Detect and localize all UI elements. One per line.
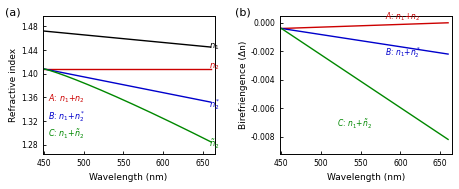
Text: $\tilde{n}_2$: $\tilde{n}_2$ bbox=[209, 138, 220, 151]
Text: (b): (b) bbox=[235, 7, 251, 17]
Y-axis label: Refractive index: Refractive index bbox=[9, 48, 18, 122]
Text: $A$: $n_1$+$n_2$: $A$: $n_1$+$n_2$ bbox=[48, 92, 84, 105]
Text: $C$: $n_1$+$\tilde{n}_2$: $C$: $n_1$+$\tilde{n}_2$ bbox=[48, 128, 84, 141]
Text: $A$: $n_1$+$n_2$: $A$: $n_1$+$n_2$ bbox=[385, 10, 420, 23]
X-axis label: Wavelength (nm): Wavelength (nm) bbox=[327, 173, 405, 182]
X-axis label: Wavelength (nm): Wavelength (nm) bbox=[90, 173, 168, 182]
Text: $n_1$: $n_1$ bbox=[209, 42, 219, 52]
Y-axis label: Birefriengence (Δn): Birefriengence (Δn) bbox=[239, 40, 247, 129]
Text: $n^*_2$: $n^*_2$ bbox=[209, 97, 221, 112]
Text: $B$: $n_1$+$n^*_2$: $B$: $n_1$+$n^*_2$ bbox=[385, 45, 420, 60]
Text: $n_2$: $n_2$ bbox=[209, 62, 220, 72]
Text: $C$: $n_1$+$\tilde{n}_2$: $C$: $n_1$+$\tilde{n}_2$ bbox=[337, 118, 372, 131]
Text: $B$: $n_1$+$n^*_2$: $B$: $n_1$+$n^*_2$ bbox=[48, 109, 85, 124]
Text: (a): (a) bbox=[5, 7, 20, 17]
